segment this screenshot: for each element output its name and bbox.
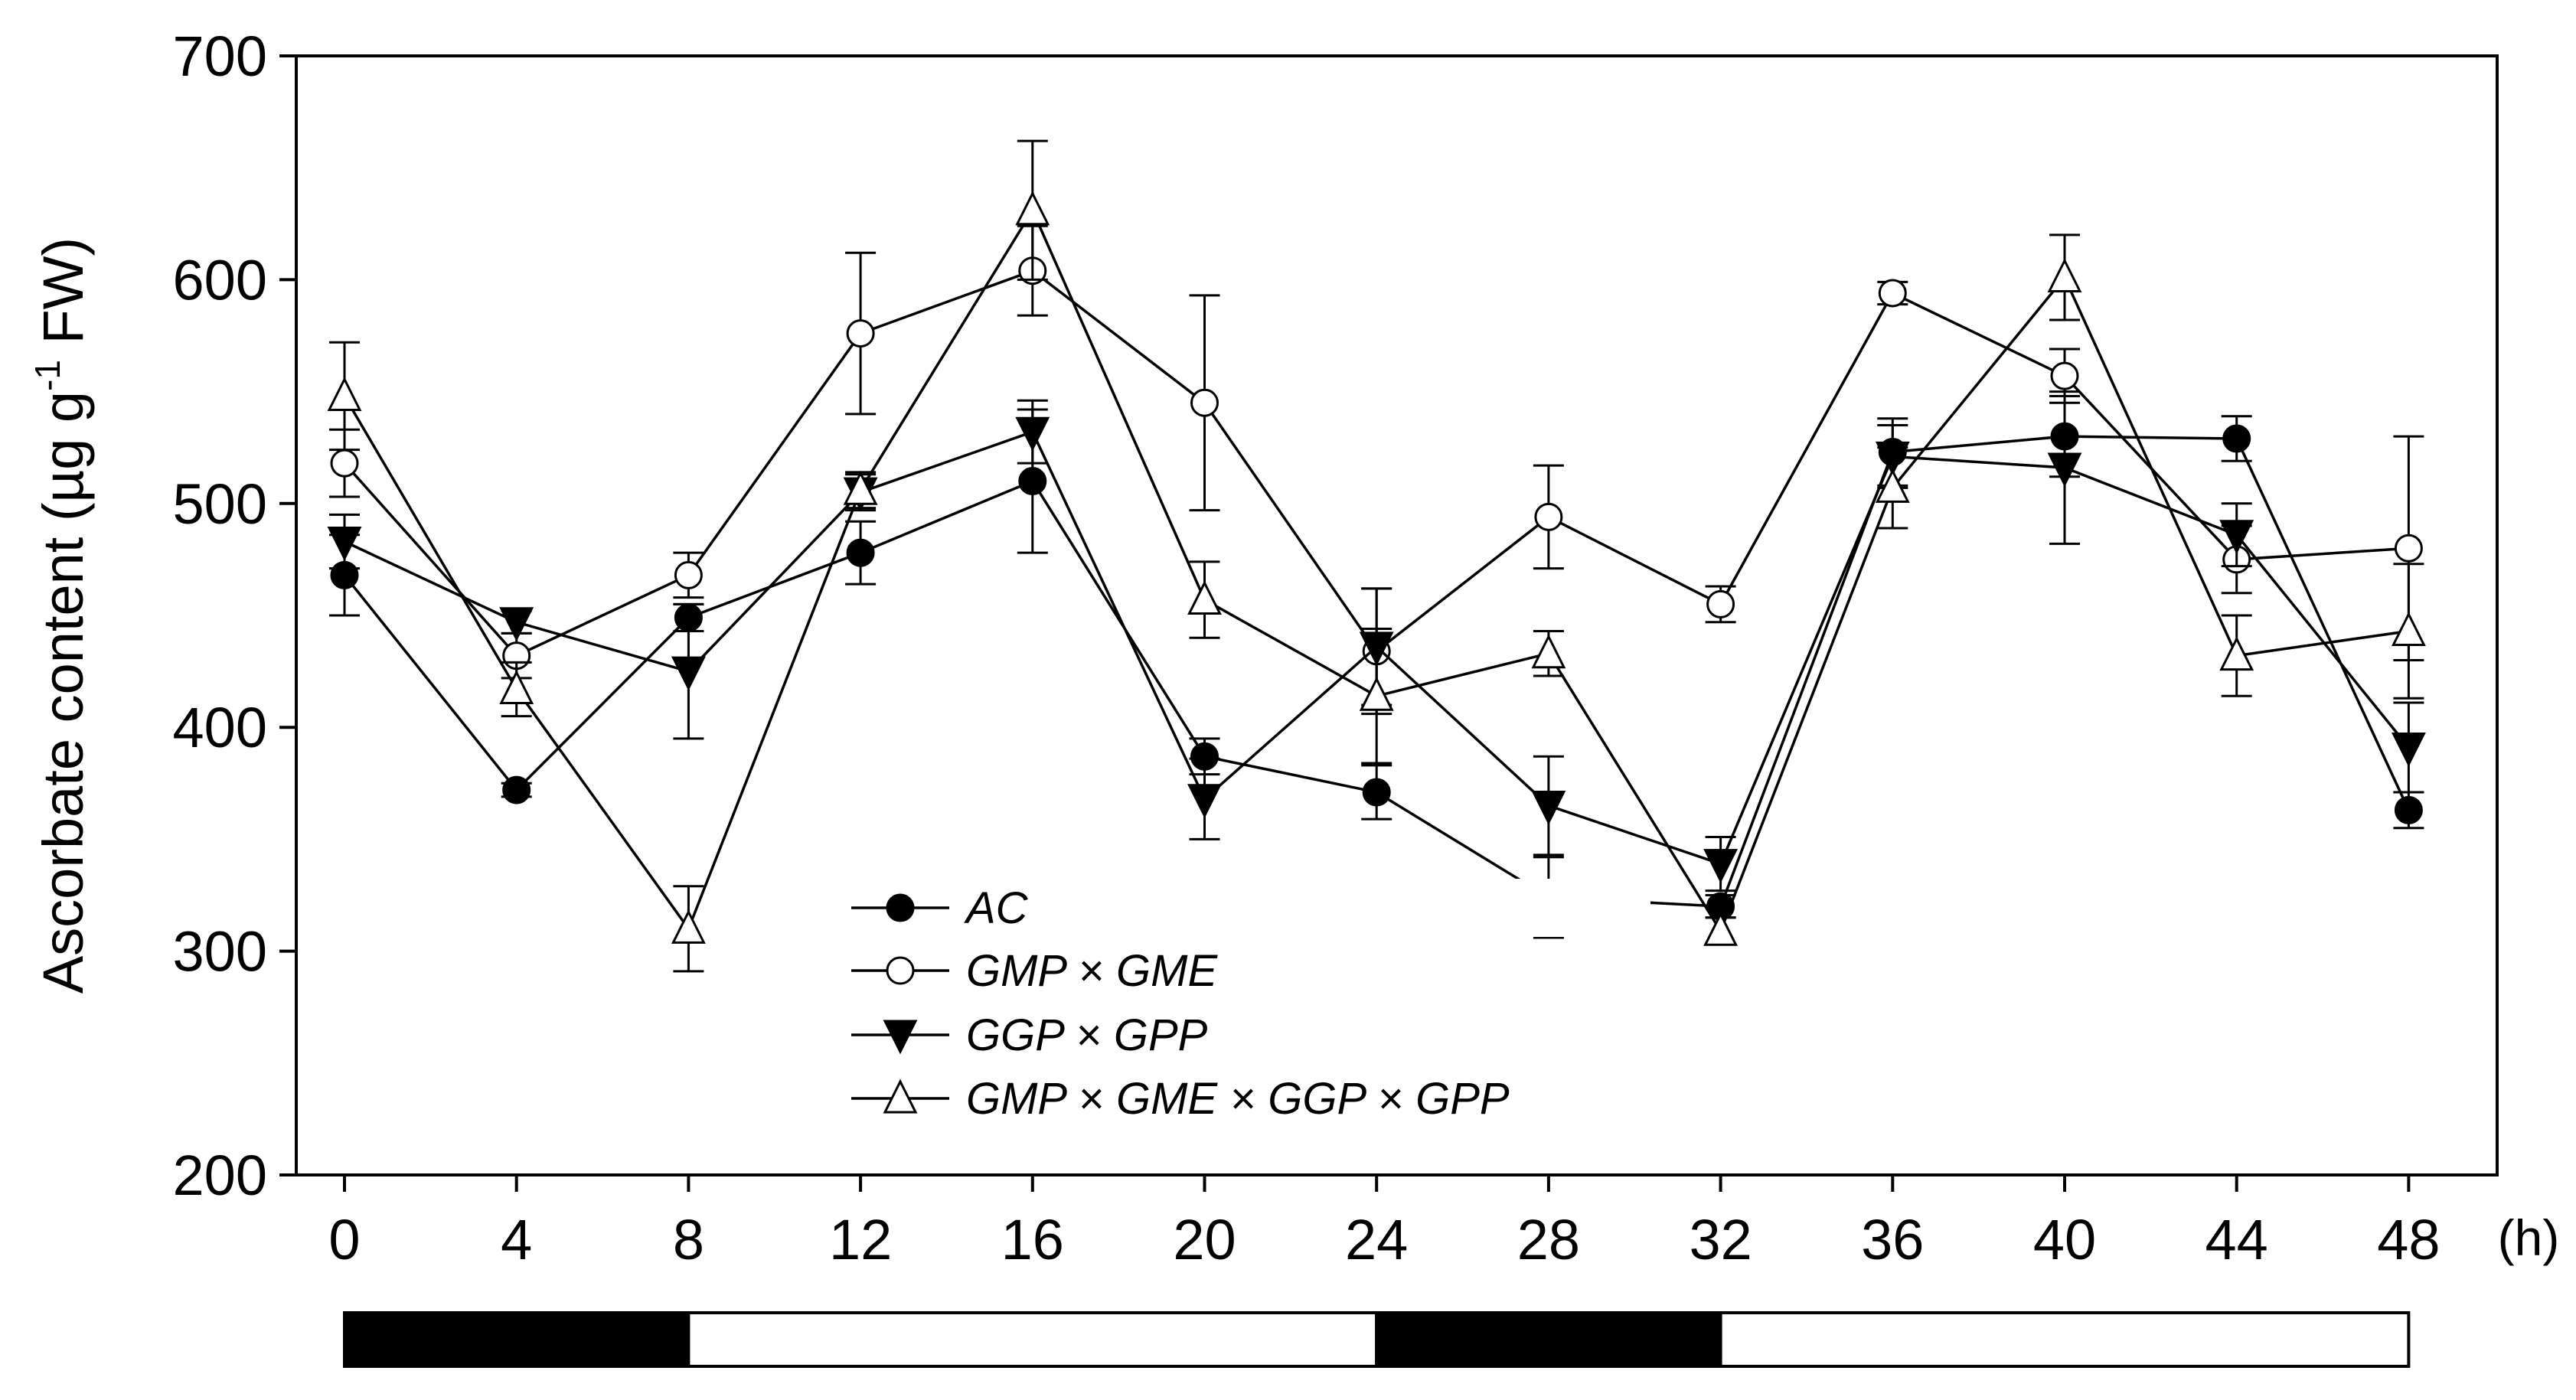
point-0-4 [1018, 467, 1047, 496]
point-2-2 [671, 656, 706, 691]
x-tick-label-24: 24 [1345, 1208, 1408, 1271]
point-2-11 [2219, 520, 2254, 555]
point-0-11 [2222, 424, 2251, 453]
x-tick-label-48: 48 [2377, 1208, 2440, 1271]
point-2-4 [1015, 416, 1050, 452]
x-tick-label-0: 0 [328, 1208, 360, 1271]
point-3-2 [671, 909, 706, 944]
x-tick-label-36: 36 [1861, 1208, 1924, 1271]
point-2-12 [2391, 733, 2426, 767]
x-tick-label-4: 4 [501, 1208, 532, 1271]
x-tick-label-8: 8 [673, 1208, 704, 1271]
y-tick-label-700: 700 [173, 24, 267, 88]
legend-label-2: GGP × GPP [966, 1010, 1208, 1060]
legend-item-0: AC [847, 879, 1650, 937]
point-2-5 [1187, 784, 1222, 819]
legend-item-bg-2 [847, 1006, 1650, 1064]
point-0-12 [2394, 795, 2423, 824]
y-tick-label-300: 300 [173, 920, 267, 984]
legend: AC GMP × GME GGP × GPP GMP × GME × GGP × GP… [847, 879, 1650, 1128]
point-0-1 [502, 775, 531, 804]
legend-item-bg-3 [847, 1069, 1650, 1128]
point-2-10 [2047, 452, 2082, 488]
series-3 [327, 139, 2426, 973]
legend-item-1: GMP × GME [847, 941, 1650, 1000]
legend-item-bg-1 [847, 941, 1650, 1000]
point-3-7 [1531, 634, 1566, 669]
point-3-5 [1187, 580, 1222, 615]
x-tick-label-20: 20 [1173, 1208, 1236, 1271]
y-axis-title-main: Ascorbate content (µg g [31, 391, 95, 994]
legend-item-3: GMP × GME × GGP × GPP [847, 1069, 1650, 1128]
legend-item-bg-0 [847, 879, 1650, 937]
x-tick-label-44: 44 [2205, 1208, 2268, 1271]
point-3-3 [843, 470, 878, 505]
legend-marker-3 [883, 1079, 918, 1114]
y-axis-title-suffix: FW) [31, 237, 95, 360]
point-1-0 [330, 449, 359, 478]
x-tick-label-28: 28 [1517, 1208, 1580, 1271]
photoperiod-segment-dark-0 [343, 1311, 691, 1368]
point-1-2 [674, 560, 703, 589]
point-2-0 [327, 527, 362, 561]
y-tick-label-400: 400 [173, 696, 267, 759]
y-tick-label-500: 500 [173, 472, 267, 536]
point-2-7 [1531, 791, 1566, 825]
point-0-6 [1362, 778, 1391, 807]
point-1-7 [1534, 502, 1563, 531]
point-3-0 [327, 377, 362, 411]
x-tick-label-12: 12 [829, 1208, 892, 1271]
x-axis-unit: (h) [2498, 1209, 2560, 1266]
legend-label-0: AC [964, 883, 1029, 933]
photoperiod-segment-dark-2 [1375, 1311, 1722, 1368]
x-axis: 0 4 8 12 16 20 24 28 32 36 40 44 48 [328, 1175, 2441, 1271]
x-tick-label-16: 16 [1001, 1208, 1064, 1271]
point-3-11 [2219, 636, 2254, 671]
photoperiod-segment-light-3 [1719, 1311, 2411, 1368]
legend-label-1: GMP × GME [966, 946, 1218, 996]
series-layer [327, 139, 2426, 973]
point-3-6 [1359, 676, 1394, 711]
point-2-8 [1703, 849, 1739, 883]
y-axis: 200 300 400 500 600 700 [173, 24, 296, 1207]
point-3-10 [2047, 258, 2082, 292]
y-axis-title-superscript: -1 [28, 360, 67, 391]
point-3-12 [2391, 612, 2426, 646]
x-tick-label-40: 40 [2033, 1208, 2096, 1271]
point-3-8 [1703, 911, 1739, 946]
legend-label-3: GMP × GME × GGP × GPP [966, 1074, 1510, 1124]
point-0-3 [846, 538, 875, 567]
legend-item-2: GGP × GPP [847, 1006, 1650, 1064]
point-3-9 [1875, 468, 1910, 503]
point-1-5 [1190, 388, 1219, 417]
legend-marker-1 [886, 956, 915, 985]
legend-marker-0 [886, 893, 915, 922]
light-dark-bar [343, 1311, 2411, 1368]
x-tick-label-32: 32 [1689, 1208, 1752, 1271]
point-1-8 [1706, 589, 1735, 618]
y-tick-label-200: 200 [173, 1144, 267, 1207]
point-3-4 [1015, 191, 1050, 226]
point-1-9 [1878, 279, 1907, 308]
point-3-1 [499, 670, 534, 704]
point-1-10 [2050, 361, 2079, 390]
point-2-1 [499, 607, 534, 642]
y-tick-label-600: 600 [173, 248, 267, 312]
y-axis-title: Ascorbate content (µg g-1 FW) [28, 237, 95, 994]
photoperiod-segment-light-1 [687, 1311, 1379, 1368]
point-1-3 [846, 319, 875, 348]
legend-marker-2 [883, 1020, 918, 1055]
point-1-12 [2394, 534, 2423, 563]
